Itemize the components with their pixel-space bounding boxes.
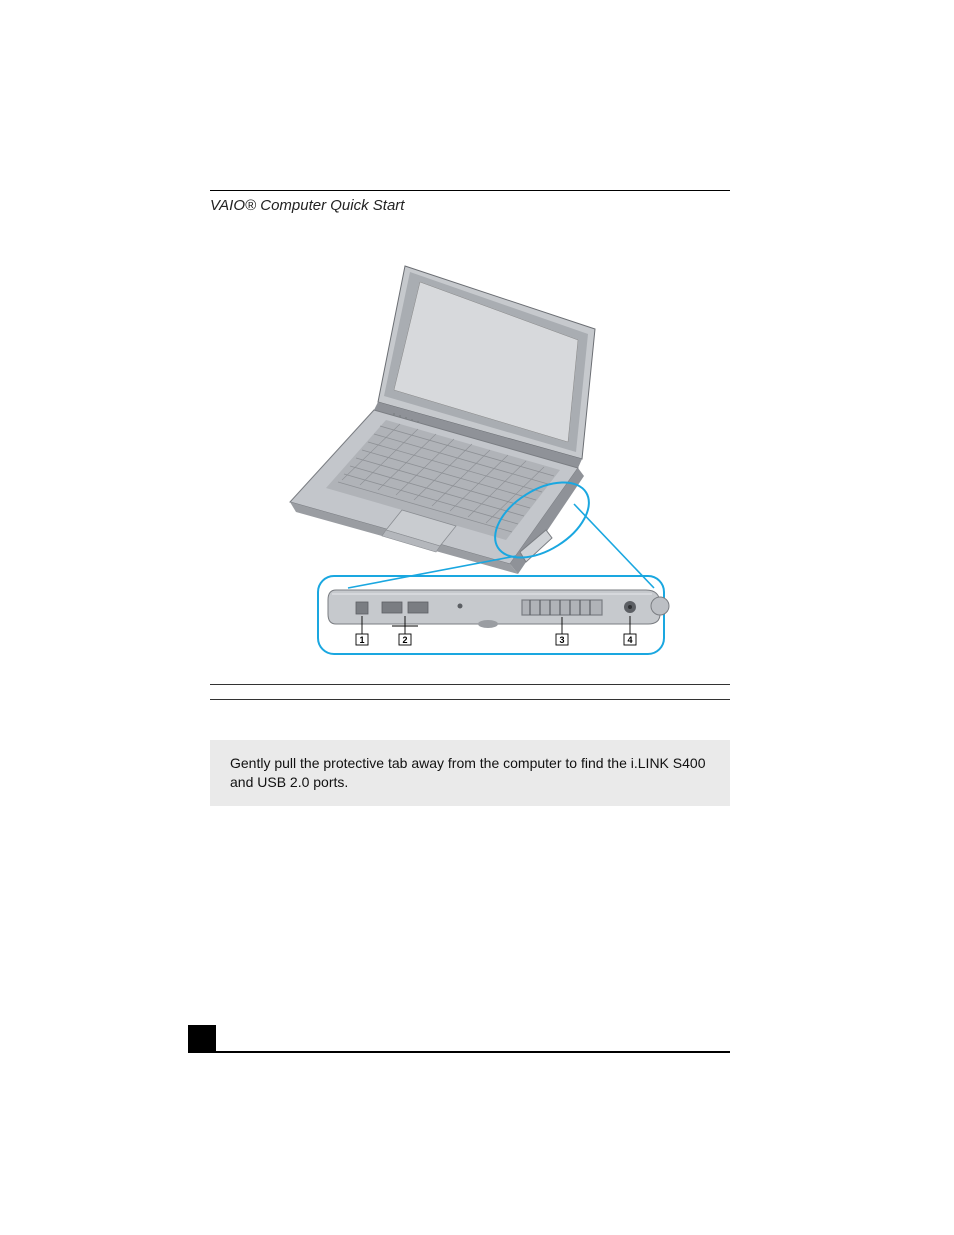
callout-label-3: 3 xyxy=(559,635,564,645)
callout-label-2: 2 xyxy=(402,635,407,645)
laptop-perspective xyxy=(290,266,654,588)
header-rule xyxy=(210,190,730,191)
rule-1 xyxy=(210,684,730,685)
side-view-panel: 1 2 3 4 xyxy=(328,590,669,645)
note-box: Gently pull the protective tab away from… xyxy=(210,740,730,806)
note-text: Gently pull the protective tab away from… xyxy=(230,755,705,790)
header-title: VAIO® Computer Quick Start xyxy=(210,197,730,214)
table-rules xyxy=(210,684,730,700)
rule-2 xyxy=(210,699,730,700)
figure-container: 1 2 3 4 xyxy=(210,254,730,664)
page-number xyxy=(188,1025,216,1053)
callout-label-4: 4 xyxy=(627,635,632,645)
laptop-ports-diagram: 1 2 3 4 xyxy=(260,254,680,664)
callout-label-1: 1 xyxy=(359,635,364,645)
footer xyxy=(188,1025,730,1053)
footer-rule xyxy=(216,1025,730,1053)
